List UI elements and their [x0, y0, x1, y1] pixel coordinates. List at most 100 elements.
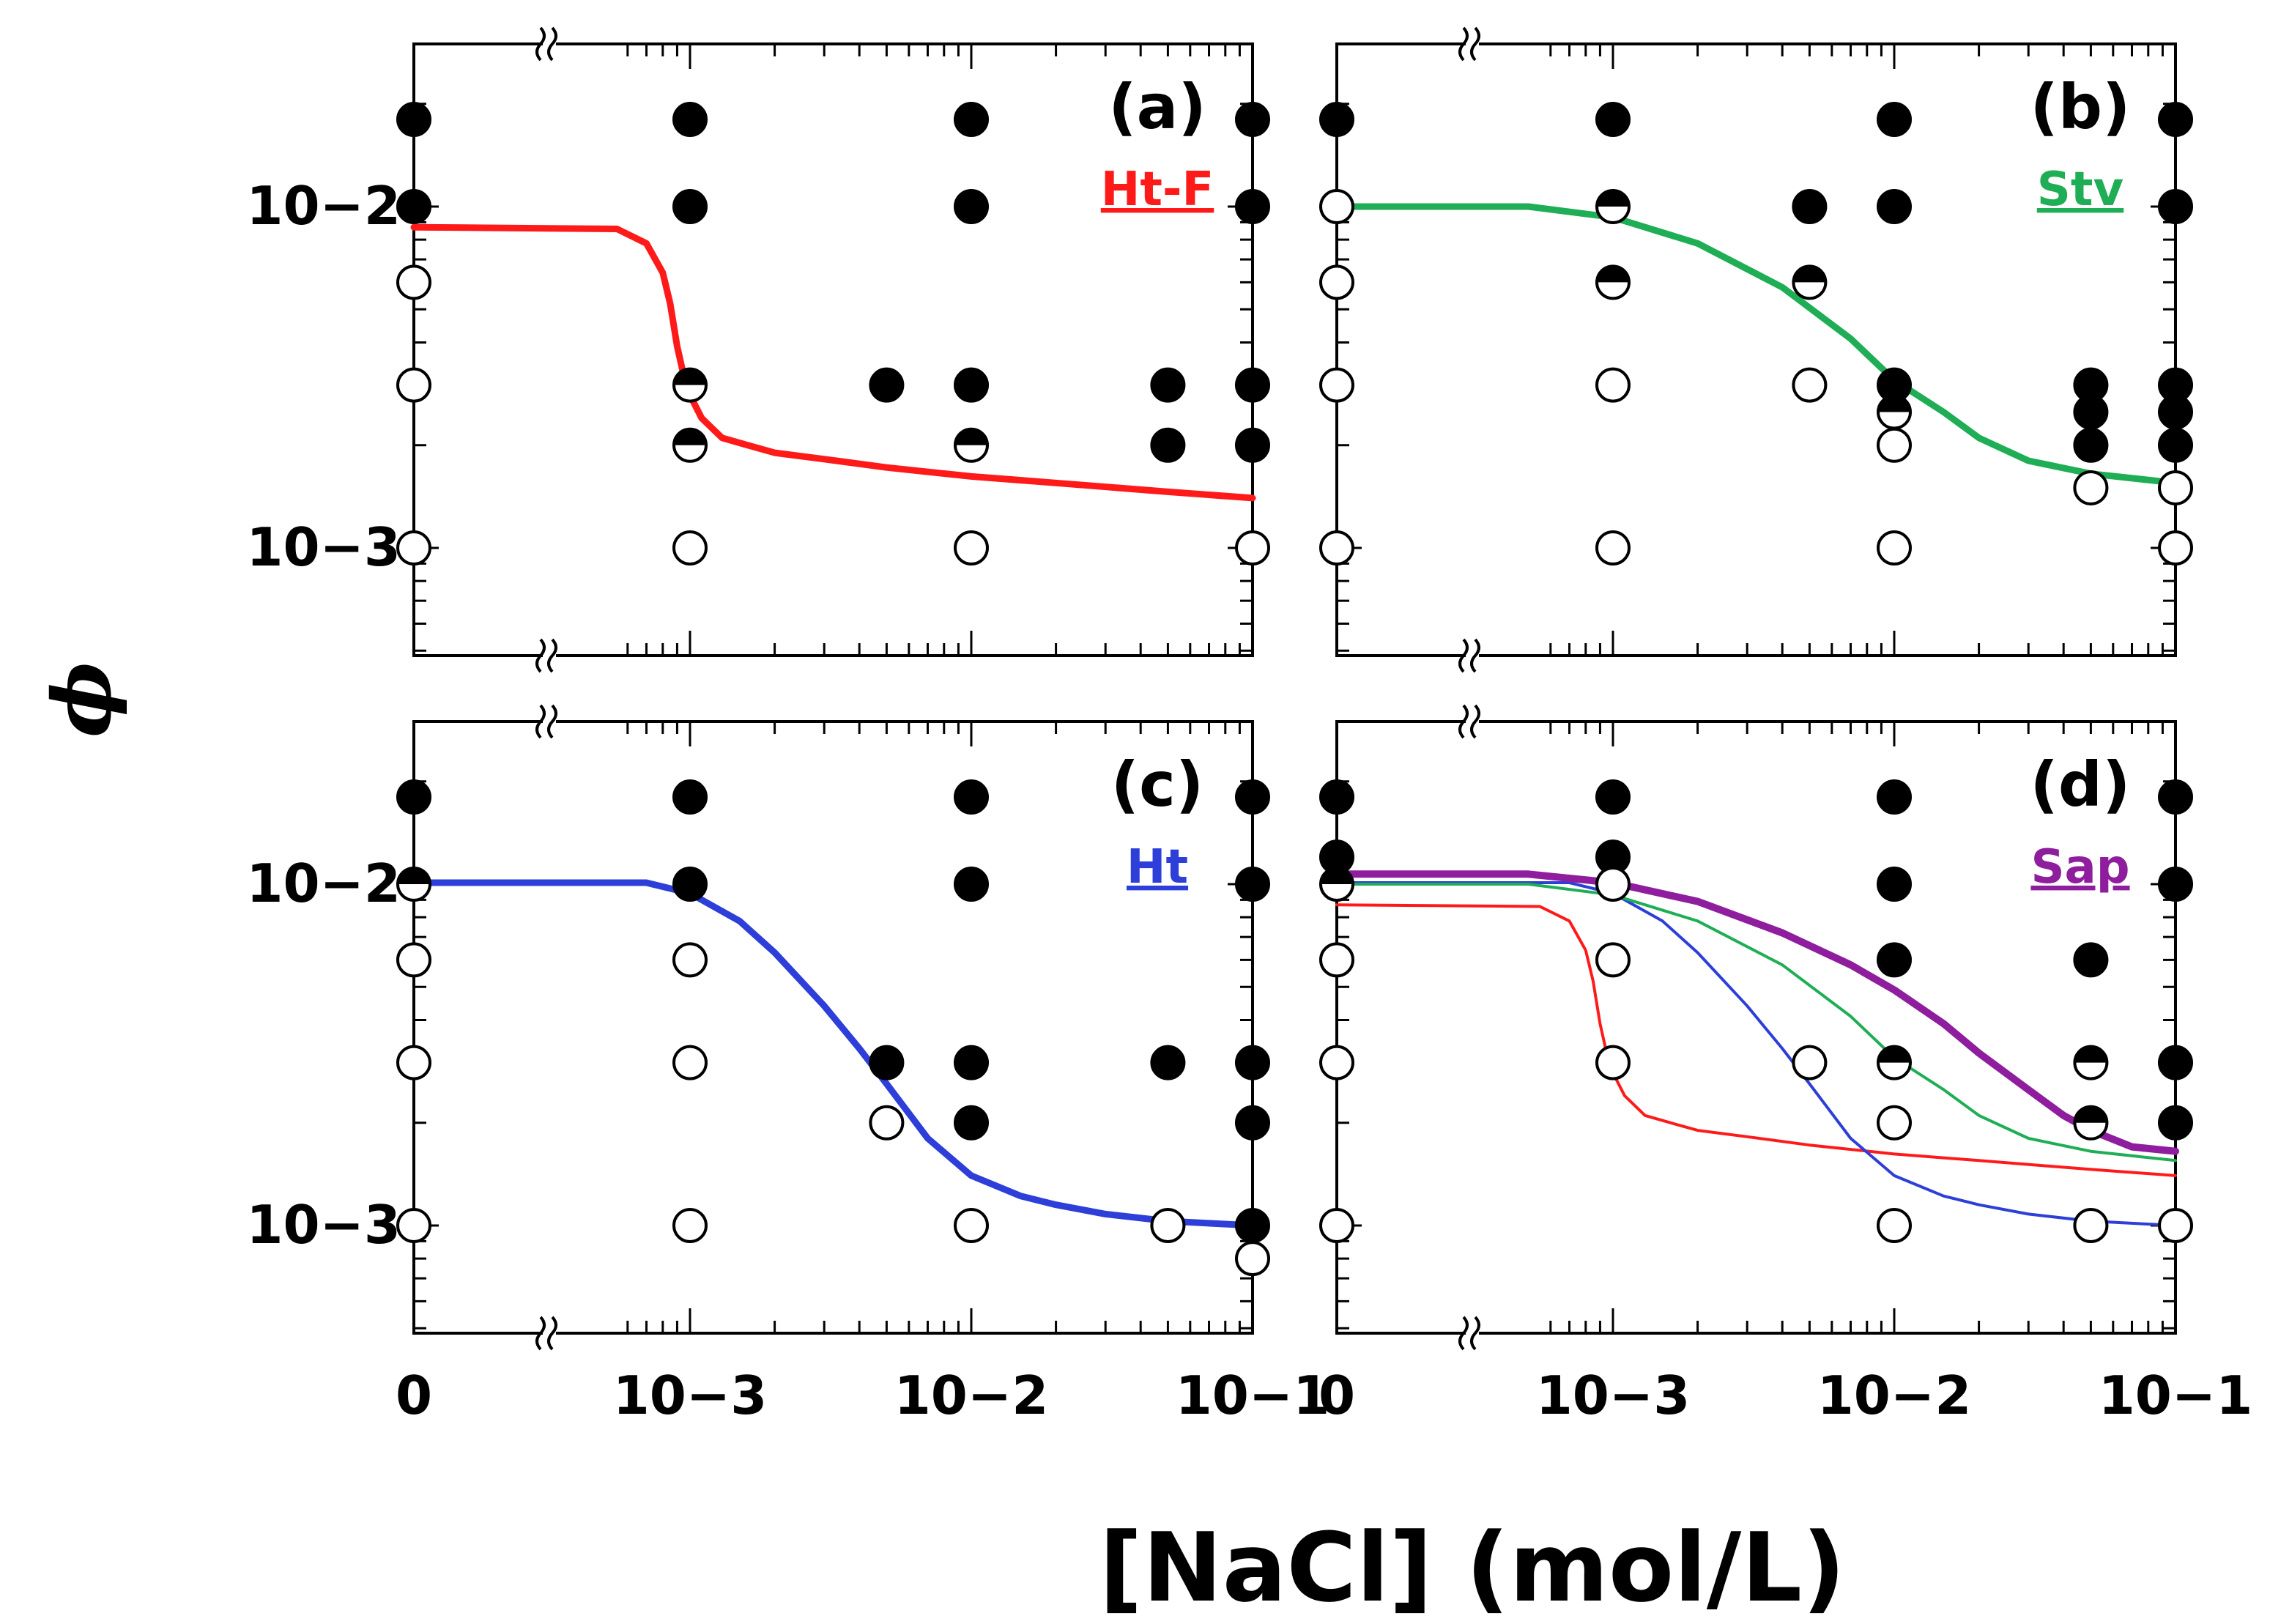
- data-point-filled: [1235, 367, 1270, 403]
- y-tick-label: 10−2: [246, 853, 401, 914]
- marker-filled: [1235, 189, 1270, 224]
- axis-break-gap: [543, 28, 556, 60]
- data-point-open: [672, 530, 708, 566]
- data-point-filled: [1319, 102, 1354, 138]
- marker-filled: [954, 867, 989, 902]
- axis-break-mark: [547, 1316, 557, 1351]
- data-point-open: [1235, 530, 1270, 566]
- marker-filled: [396, 779, 431, 815]
- data-point-open: [1595, 530, 1631, 566]
- data-point-filled: [2158, 102, 2193, 138]
- marker-open: [1319, 264, 1354, 300]
- marker-filled: [1235, 1208, 1270, 1243]
- panel-name: Ht-F: [1101, 163, 1214, 217]
- axis-break-gap: [543, 639, 556, 672]
- data-point-half: [396, 867, 431, 902]
- data-point-open: [869, 1105, 905, 1141]
- data-point-open: [1319, 264, 1354, 300]
- marker-filled: [954, 102, 989, 138]
- marker-open: [672, 1045, 708, 1080]
- marker-filled: [672, 189, 708, 224]
- data-point-half: [2073, 1045, 2109, 1080]
- marker-filled: [672, 779, 708, 815]
- marker-filled: [954, 367, 989, 403]
- data-point-filled: [1595, 779, 1631, 815]
- data-point-filled: [954, 867, 989, 902]
- axis-break-mark: [547, 26, 557, 62]
- marker-open: [1595, 867, 1631, 902]
- marker-open: [1235, 530, 1270, 566]
- data-point-filled: [1877, 942, 1912, 978]
- x-tick-label: 10−2: [894, 1365, 1049, 1426]
- curve-ht: [1335, 881, 2177, 1227]
- data-point-open: [1319, 367, 1354, 403]
- data-point-filled: [1235, 189, 1270, 224]
- data-point-open: [1595, 867, 1631, 902]
- data-point-filled: [1235, 102, 1270, 138]
- marker-filled: [2073, 427, 2109, 463]
- data-point-open: [1595, 942, 1631, 978]
- marker-filled: [1877, 867, 1912, 902]
- marker-filled: [1877, 102, 1912, 138]
- data-point-open: [1877, 427, 1912, 463]
- data-point-open: [1792, 1045, 1828, 1080]
- data-point-filled: [1235, 1208, 1270, 1243]
- marker-filled: [1150, 367, 1186, 403]
- marker-filled: [1595, 102, 1631, 138]
- axis-break-mark: [535, 26, 546, 62]
- data-point-filled: [2158, 1105, 2193, 1141]
- data-point-filled: [1877, 779, 1912, 815]
- data-point-open: [954, 530, 989, 566]
- data-point-filled: [1877, 102, 1912, 138]
- data-point-open: [396, 367, 431, 403]
- data-point-filled: [396, 779, 431, 815]
- data-point-filled: [2073, 942, 2109, 978]
- data-point-filled: [2158, 394, 2193, 430]
- marker-open: [1595, 367, 1631, 403]
- marker-filled: [1150, 1045, 1186, 1080]
- marker-open: [2073, 470, 2109, 505]
- marker-half-fill: [1878, 396, 1910, 412]
- data-point-half: [672, 427, 708, 463]
- marker-open: [1150, 1208, 1186, 1243]
- marker-filled: [2073, 394, 2109, 430]
- data-point-filled: [1319, 779, 1354, 815]
- marker-half-fill: [955, 429, 987, 445]
- data-point-filled: [1235, 779, 1270, 815]
- data-point-filled: [1150, 367, 1186, 403]
- marker-filled: [1150, 427, 1186, 463]
- data-point-open: [1235, 1241, 1270, 1277]
- data-point-filled: [396, 102, 431, 138]
- x-tick-label: 10−3: [1536, 1365, 1691, 1426]
- data-point-filled: [1150, 427, 1186, 463]
- axis-break-gap: [543, 1317, 556, 1349]
- axis-break-mark: [547, 638, 557, 673]
- data-point-filled: [2158, 779, 2193, 815]
- data-point-half: [672, 367, 708, 403]
- panel-letter: (c): [1111, 749, 1204, 820]
- panel-name: Sap: [2030, 840, 2129, 894]
- axis-break-mark: [547, 704, 557, 739]
- data-point-open: [1595, 367, 1631, 403]
- data-point-open: [1877, 1105, 1912, 1141]
- data-point-filled: [1595, 102, 1631, 138]
- data-point-half: [1319, 867, 1354, 902]
- data-point-open: [954, 1208, 989, 1243]
- curve-ht-f: [410, 223, 1256, 502]
- data-point-open: [1877, 530, 1912, 566]
- marker-filled: [2158, 427, 2193, 463]
- data-point-half: [1792, 264, 1828, 300]
- panel-sap: 0 10−3 10−2 10−1 (d) Sap: [1318, 704, 2252, 1426]
- axis-break-gap: [1466, 28, 1479, 60]
- data-point-open: [2073, 1208, 2109, 1243]
- axis-break-gap: [1466, 1317, 1479, 1349]
- marker-open: [1792, 1045, 1828, 1080]
- data-point-half: [2073, 1105, 2109, 1141]
- marker-filled: [1877, 779, 1912, 815]
- data-point-filled: [954, 1105, 989, 1141]
- curve-ht: [410, 879, 1256, 1229]
- marker-filled: [1235, 867, 1270, 902]
- y-tick-label: 10−3: [246, 516, 401, 578]
- marker-filled: [1235, 779, 1270, 815]
- marker-half-fill: [674, 429, 706, 445]
